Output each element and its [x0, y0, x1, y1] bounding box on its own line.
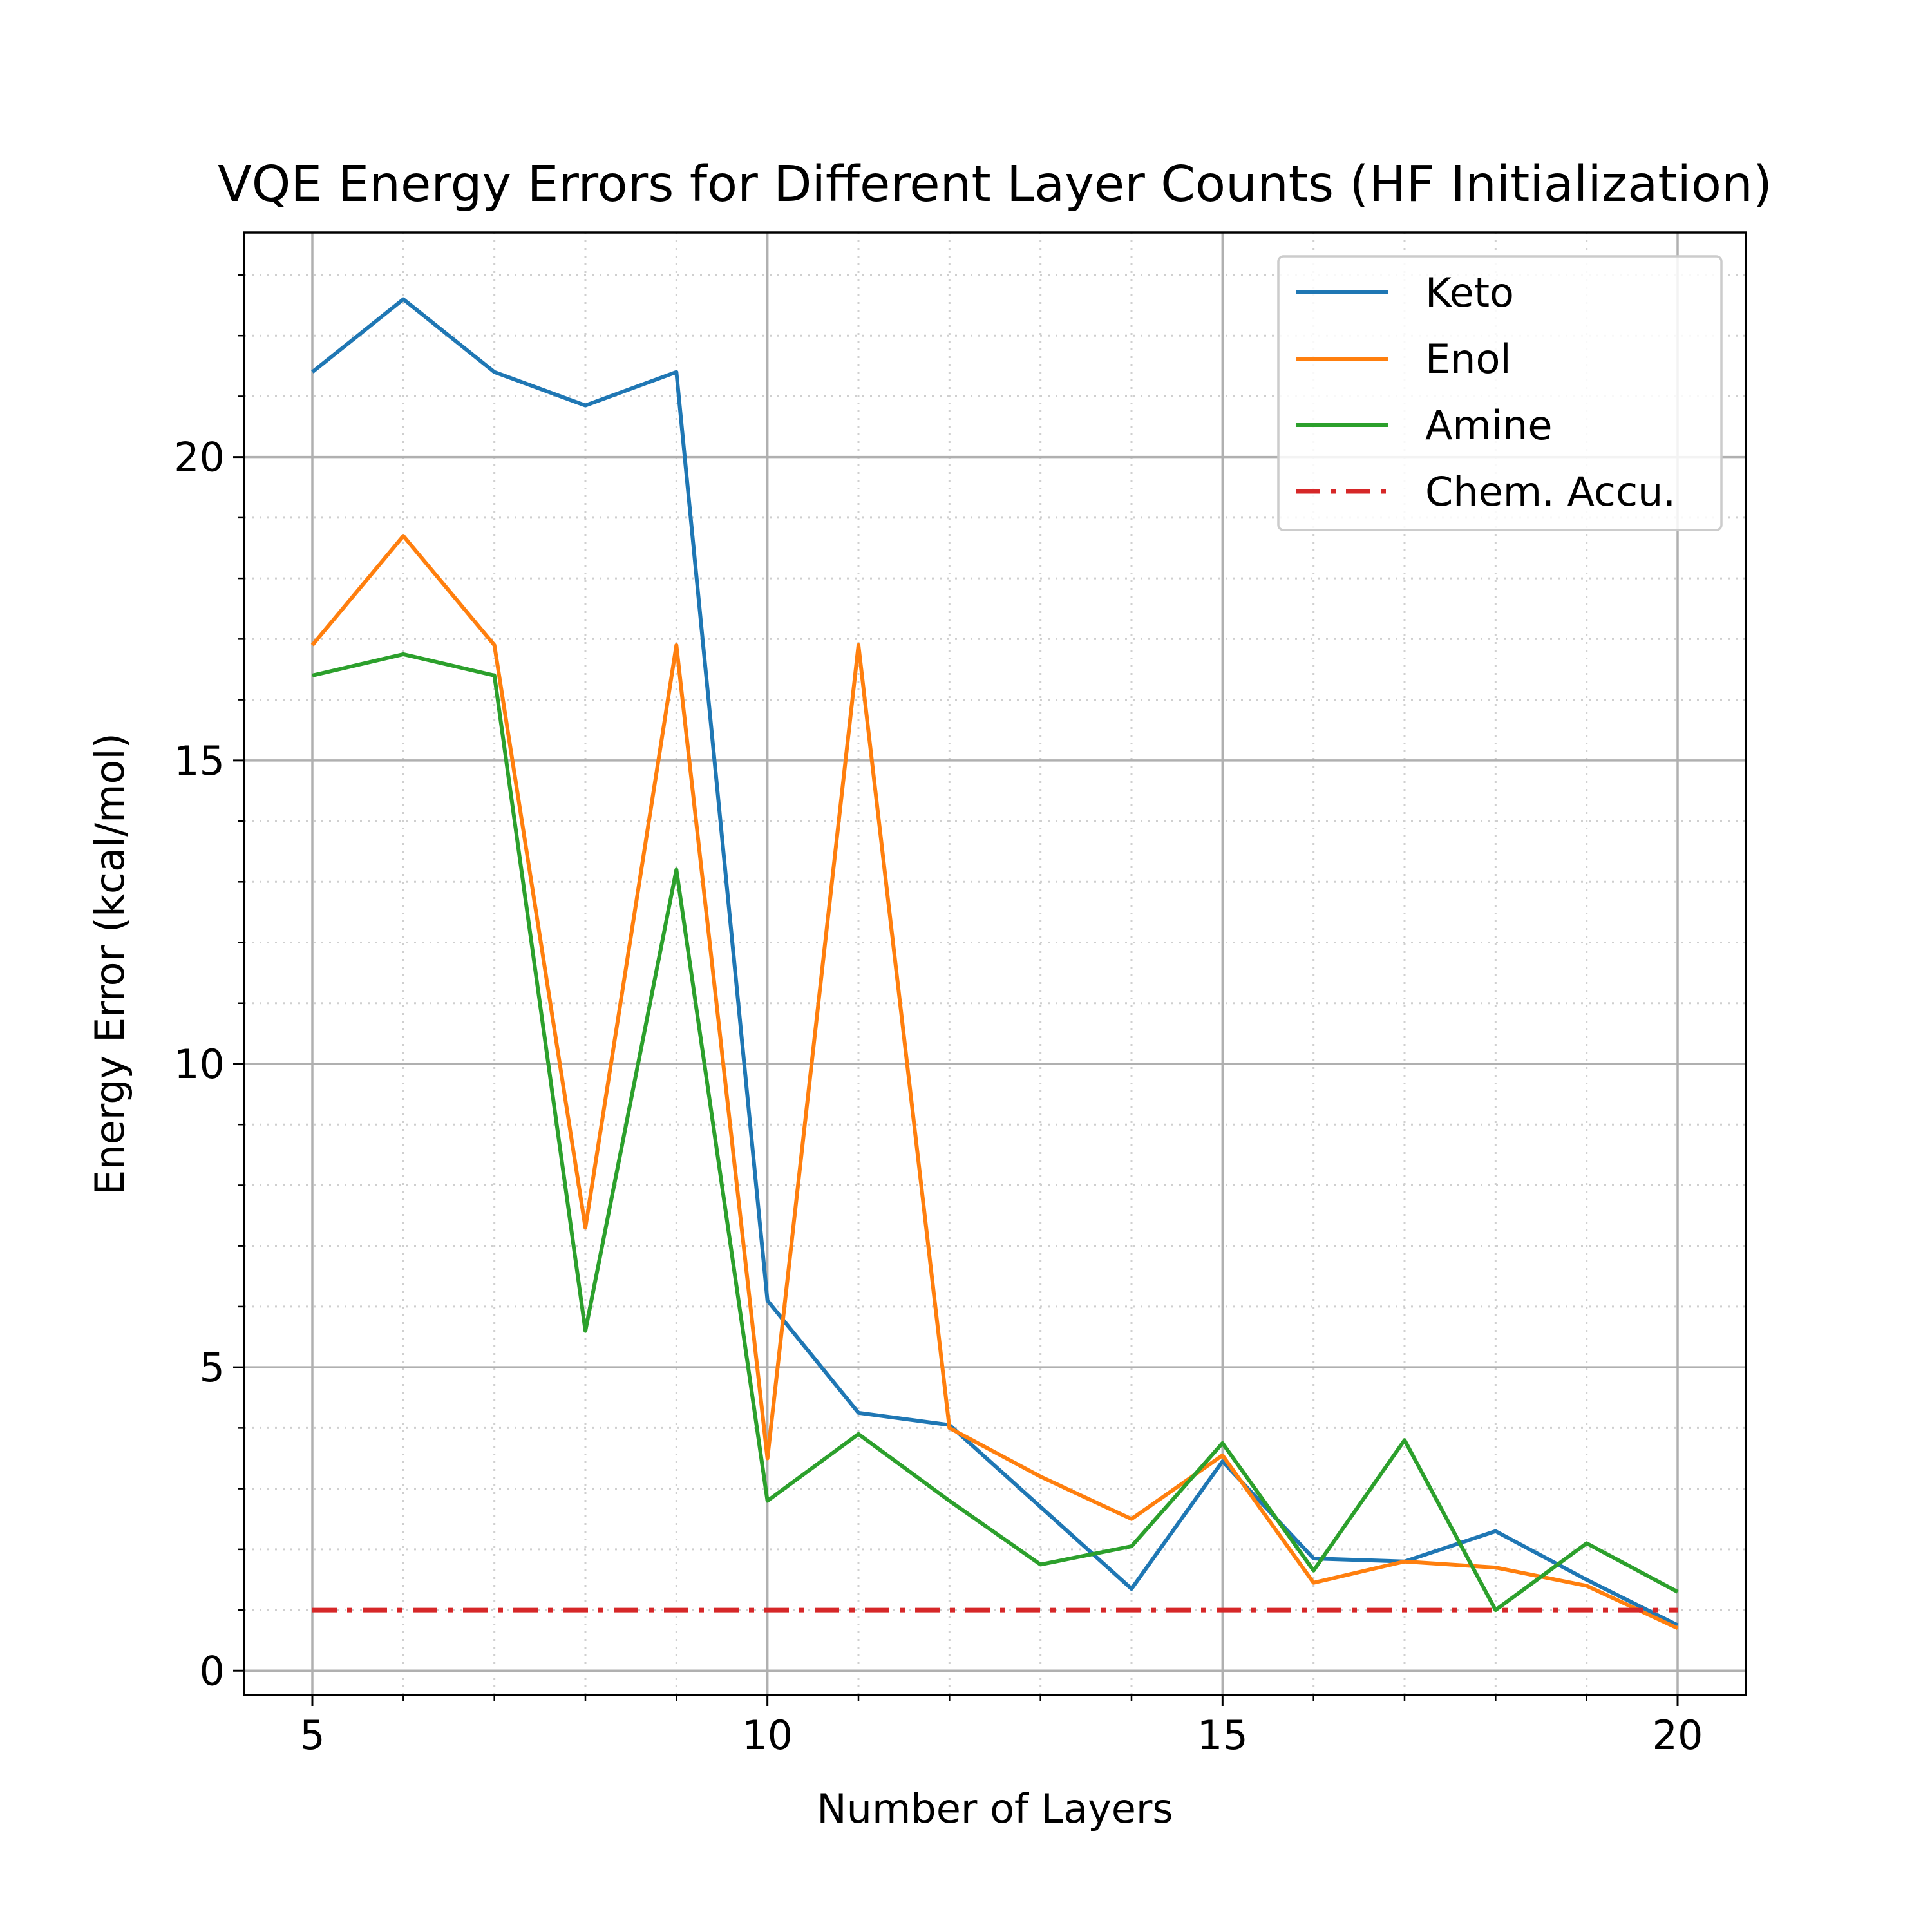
y-axis-label: Energy Error (kcal/mol)	[86, 733, 133, 1195]
y-tick-label: 20	[174, 434, 225, 481]
x-tick-label: 10	[742, 1712, 793, 1759]
minor-grid	[244, 232, 1746, 1695]
legend-box	[1277, 255, 1723, 531]
legend-label: Keto	[1425, 269, 1514, 316]
x-tick-label: 5	[299, 1712, 325, 1759]
axis-ticks: 5 10 15 20 0 5 10 15 20	[174, 274, 1703, 1759]
series-line-enol	[310, 534, 1679, 1631]
legend: Keto Enol Amine Chem. Accu.	[1277, 255, 1723, 531]
y-tick-label: 15	[174, 737, 225, 784]
series-layer	[310, 297, 1679, 1631]
series-line-keto	[311, 297, 1679, 1627]
legend-label: Enol	[1425, 336, 1511, 383]
legend-label: Chem. Accu.	[1425, 468, 1676, 515]
y-tick-label: 5	[200, 1344, 225, 1391]
x-axis-label: Number of Layers	[817, 1785, 1173, 1832]
x-tick-label: 20	[1653, 1712, 1703, 1759]
y-tick-label: 0	[200, 1647, 225, 1694]
legend-label: Amine	[1425, 402, 1552, 449]
series-line-amine	[312, 652, 1679, 1613]
plot-frame	[243, 231, 1747, 1696]
chart-title: VQE Energy Errors for Different Layer Co…	[218, 156, 1772, 213]
x-tick-label: 15	[1197, 1712, 1248, 1759]
y-tick-label: 10	[174, 1041, 225, 1088]
